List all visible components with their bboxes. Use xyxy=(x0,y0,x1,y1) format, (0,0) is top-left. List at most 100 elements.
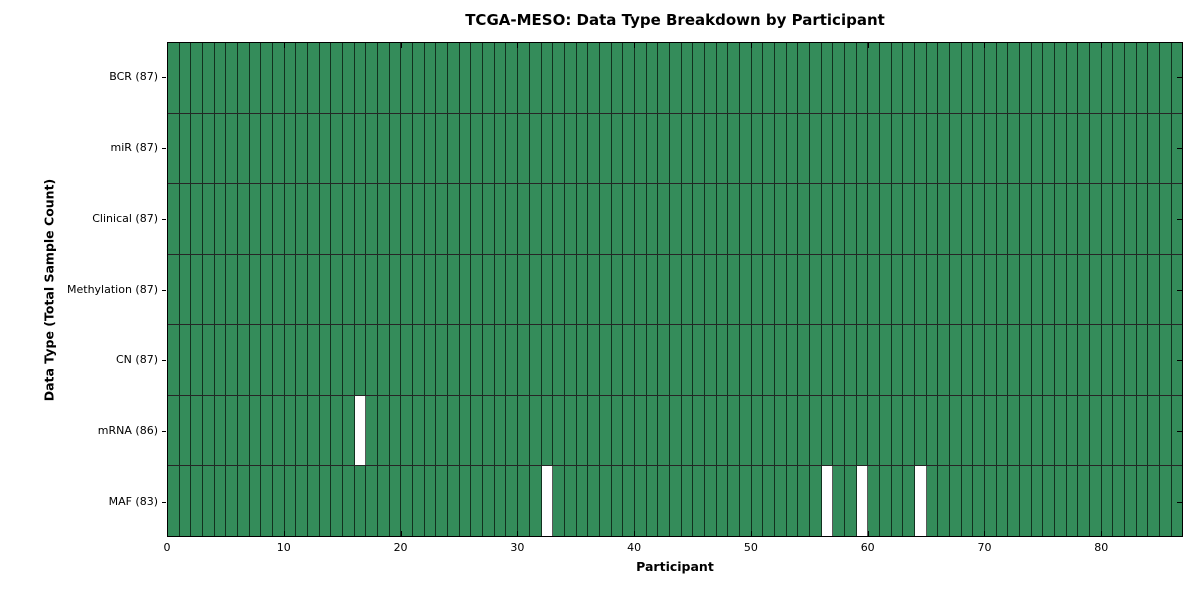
cell-present xyxy=(1101,43,1114,113)
cell-present xyxy=(483,395,495,466)
x-tick-label: 40 xyxy=(627,541,642,554)
cell-present xyxy=(261,254,274,325)
y-tick-mark xyxy=(1177,360,1182,361)
cell-present xyxy=(529,254,542,325)
cell-present xyxy=(996,466,1009,537)
chart-title: TCGA-MESO: Data Type Breakdown by Partic… xyxy=(465,11,885,29)
cell-present xyxy=(179,184,192,254)
cell-present xyxy=(1148,184,1161,254)
x-tick-label: 20 xyxy=(393,541,408,554)
cell-present xyxy=(261,325,274,395)
cell-present xyxy=(471,43,484,113)
cell-present xyxy=(623,43,635,113)
cell-present xyxy=(1125,113,1137,184)
cell-present xyxy=(529,43,542,113)
cell-present xyxy=(961,395,974,466)
cell-present xyxy=(168,43,180,113)
cell-present xyxy=(284,43,297,113)
cell-present xyxy=(191,43,204,113)
cell-present xyxy=(238,254,250,325)
cell-present xyxy=(973,113,986,184)
cell-present xyxy=(833,325,845,395)
cell-present xyxy=(553,113,565,184)
cell-present xyxy=(739,466,752,537)
cell-present xyxy=(483,254,495,325)
cell-present xyxy=(448,466,460,537)
cell-present xyxy=(821,113,834,184)
cell-present xyxy=(658,395,670,466)
cell-present xyxy=(354,254,367,325)
x-tick-label: 70 xyxy=(977,541,992,554)
cell-present xyxy=(798,43,810,113)
cell-present xyxy=(763,466,775,537)
cell-present xyxy=(903,113,915,184)
cell-present xyxy=(786,254,799,325)
cell-present xyxy=(716,43,729,113)
cell-present xyxy=(926,466,939,537)
cell-present xyxy=(1101,254,1114,325)
cell-present xyxy=(191,113,204,184)
cell-absent xyxy=(821,466,834,537)
cell-present xyxy=(354,466,367,537)
cell-present xyxy=(518,184,530,254)
cell-present xyxy=(238,43,250,113)
cell-present xyxy=(284,466,297,537)
y-tick-mark xyxy=(162,290,166,291)
cell-present xyxy=(985,43,997,113)
cell-present xyxy=(1136,466,1149,537)
cell-present xyxy=(868,184,880,254)
cell-present xyxy=(1160,43,1172,113)
cell-present xyxy=(1008,43,1021,113)
cell-present xyxy=(996,395,1009,466)
cell-present xyxy=(1008,395,1021,466)
heatmap-row-MAF xyxy=(168,466,1183,537)
cell-present xyxy=(564,254,577,325)
cell-present xyxy=(634,113,647,184)
cell-present xyxy=(739,395,752,466)
cell-present xyxy=(249,466,262,537)
x-tick-mark xyxy=(868,43,869,48)
cell-present xyxy=(424,184,437,254)
cell-present xyxy=(798,395,810,466)
cell-present xyxy=(319,325,332,395)
cell-present xyxy=(1101,395,1114,466)
cell-present xyxy=(879,254,892,325)
cell-present xyxy=(751,43,764,113)
x-tick-label: 30 xyxy=(510,541,525,554)
cell-present xyxy=(739,184,752,254)
cell-present xyxy=(1008,325,1021,395)
cell-present xyxy=(996,184,1009,254)
cell-present xyxy=(879,325,892,395)
cell-present xyxy=(401,184,414,254)
cell-present xyxy=(915,395,927,466)
cell-present xyxy=(588,254,600,325)
cell-present xyxy=(1160,254,1172,325)
cell-present xyxy=(331,113,344,184)
cell-present xyxy=(448,43,460,113)
cell-present xyxy=(1113,254,1126,325)
cell-present xyxy=(728,466,740,537)
cell-present xyxy=(448,113,460,184)
x-tick-mark xyxy=(401,531,402,536)
cell-present xyxy=(856,395,869,466)
cell-present xyxy=(658,466,670,537)
cell-present xyxy=(448,254,460,325)
cell-present xyxy=(296,254,309,325)
cell-present xyxy=(1125,325,1137,395)
cell-present xyxy=(961,43,974,113)
cell-present xyxy=(553,43,565,113)
y-tick-mark xyxy=(162,502,166,503)
cell-present xyxy=(564,43,577,113)
cell-present xyxy=(985,254,997,325)
cell-present xyxy=(681,466,694,537)
cell-present xyxy=(471,325,484,395)
cell-present xyxy=(226,254,239,325)
y-tick-mark xyxy=(162,77,166,78)
x-tick-mark xyxy=(751,43,752,48)
cell-present xyxy=(238,184,250,254)
cell-present xyxy=(844,254,857,325)
heatmap-row-BCR xyxy=(168,43,1183,114)
cell-present xyxy=(1101,113,1114,184)
heatmap-row-mRNA xyxy=(168,395,1183,467)
cell-present xyxy=(494,254,507,325)
